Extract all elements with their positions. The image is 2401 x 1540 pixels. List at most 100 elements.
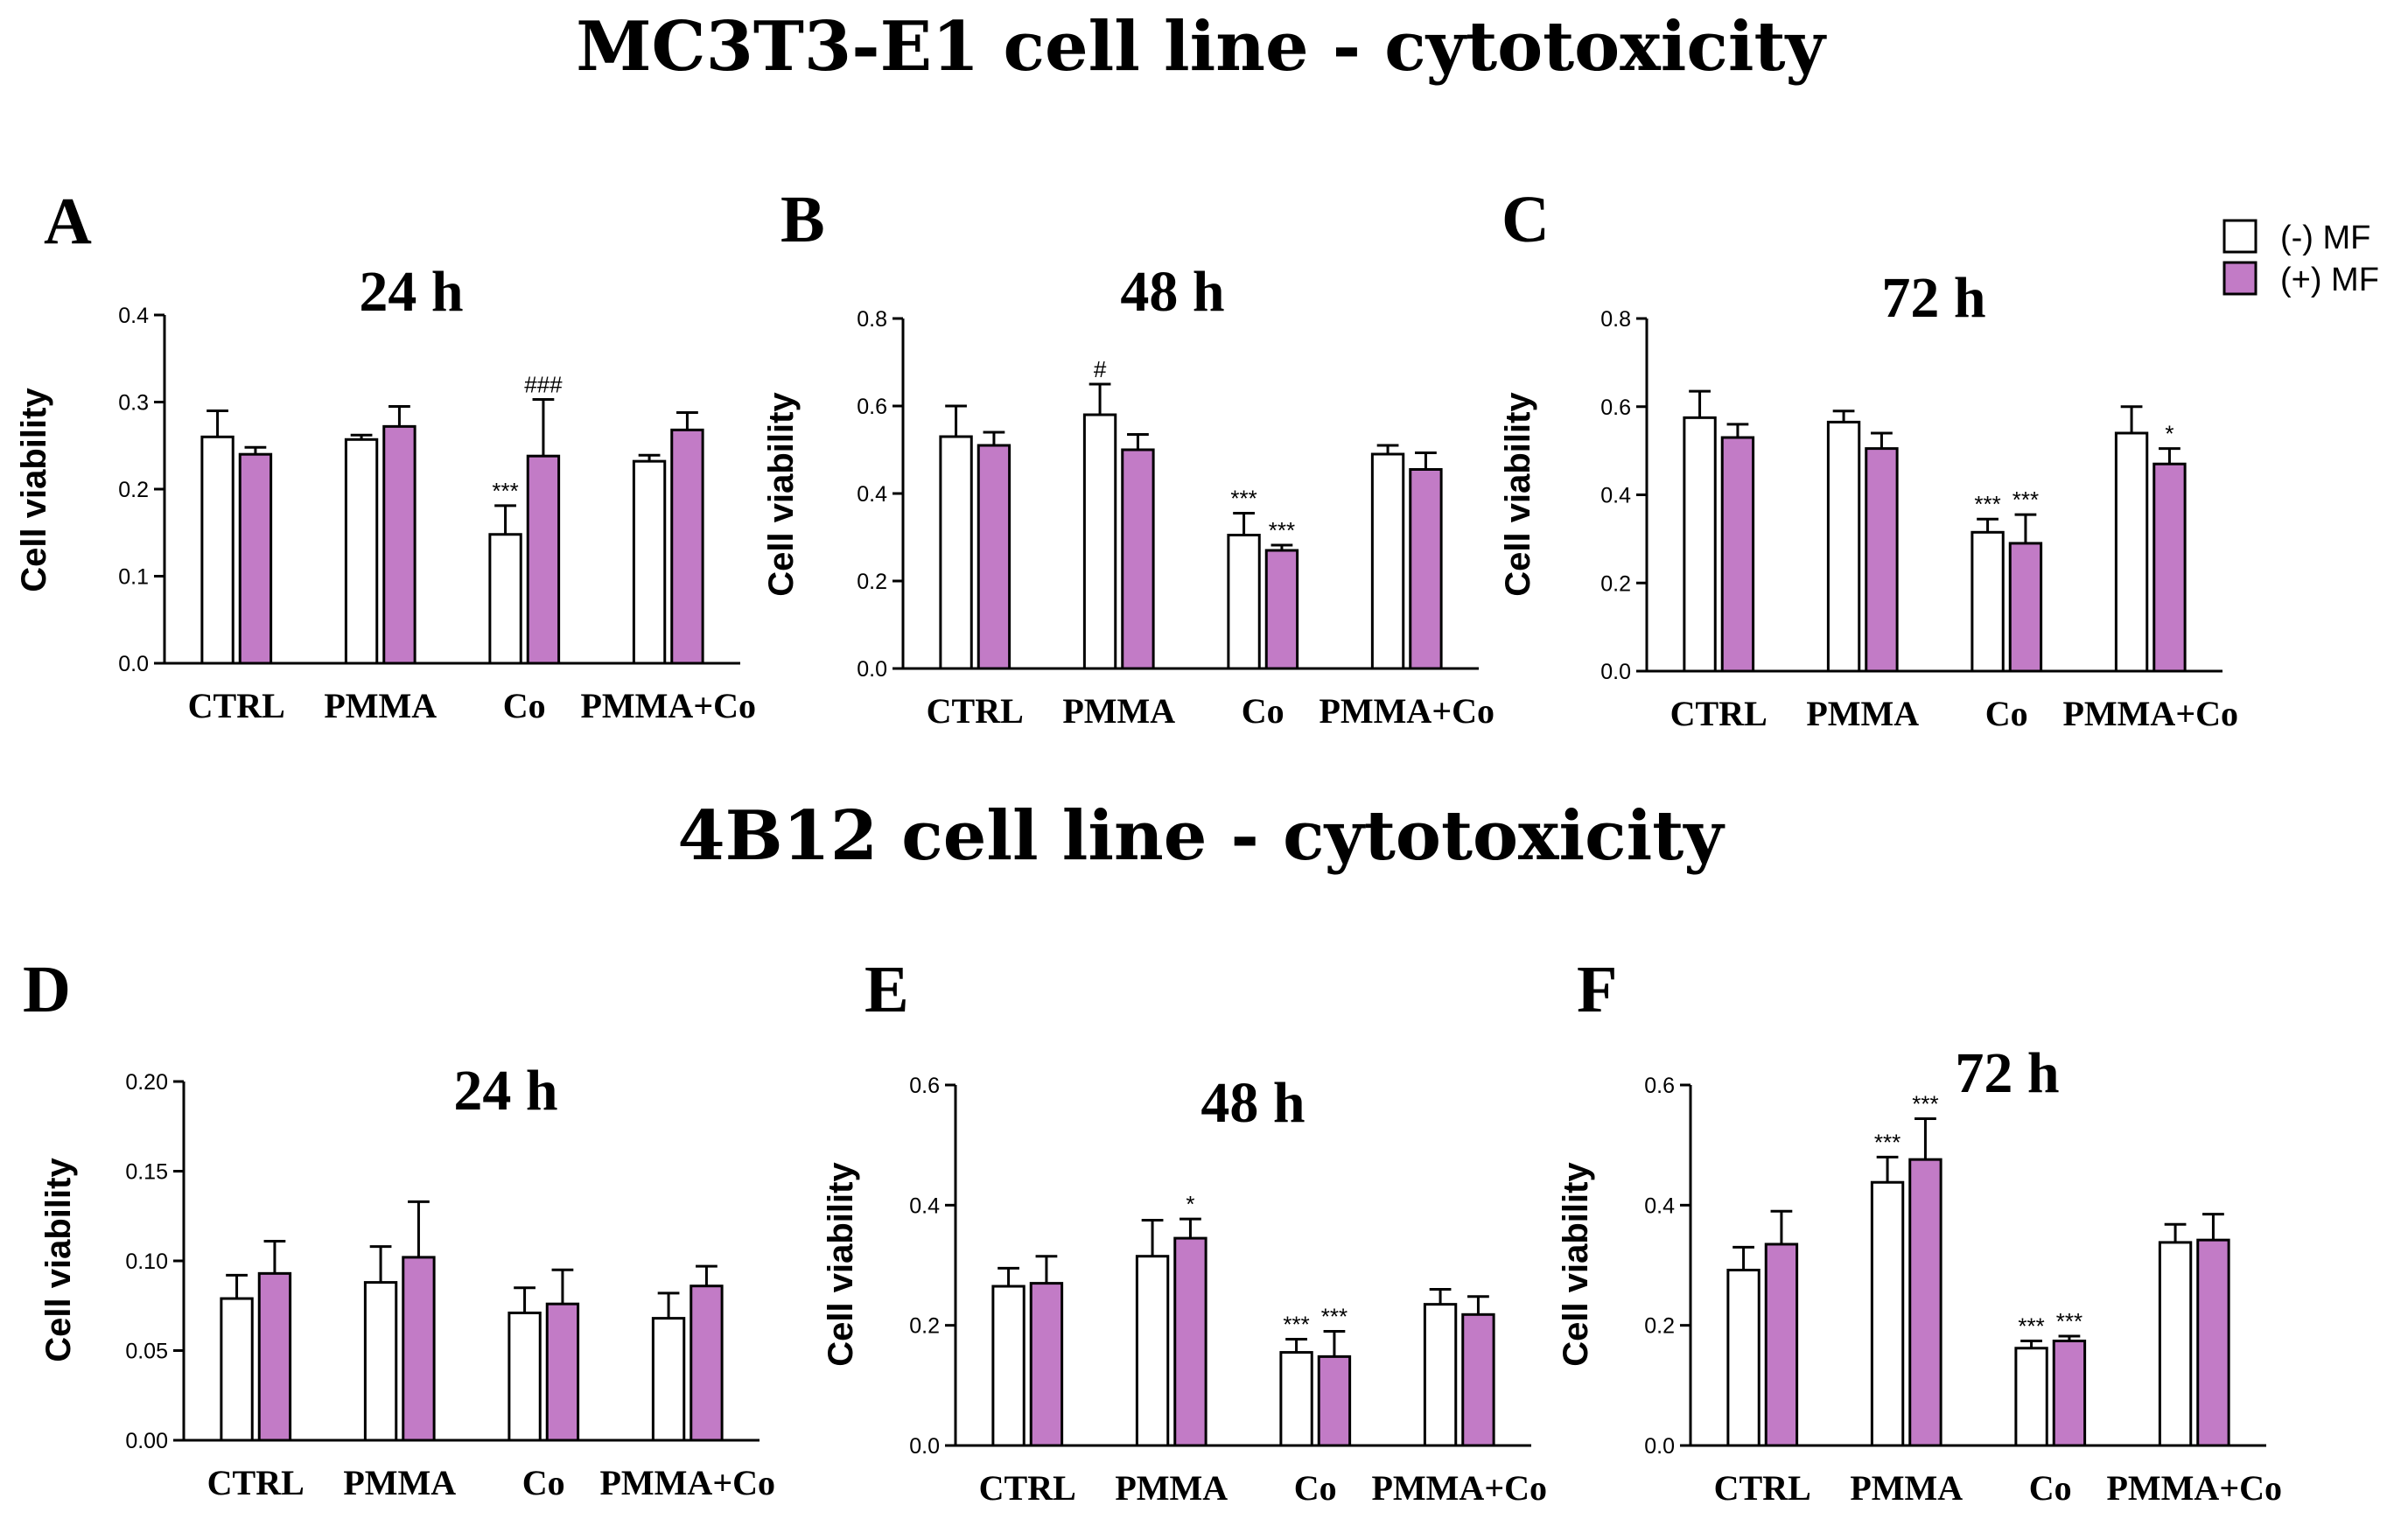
chart-panel-e: E 48 h Cell viability 0.0 0.2 0.4 0.6 CTRL * PMMA… (822, 953, 1547, 1508)
bar-e-plus-mf-1 (1173, 1236, 1208, 1447)
bar-d-minus-mf-2 (508, 1311, 542, 1442)
y-tick-label-d: 0.10 (125, 1250, 168, 1274)
bar-d-plus-mf-1 (402, 1256, 436, 1442)
y-axis-label-e: Cell viability (822, 1162, 860, 1367)
significance-b-plus-mf-2: *** (1269, 517, 1295, 543)
y-axis-label-d: Cell viability (39, 1158, 78, 1362)
bar-f-minus-mf-2 (2014, 1347, 2048, 1447)
significance-f-minus-mf-2: *** (2018, 1313, 2044, 1340)
y-axis-label-f: Cell viability (1557, 1162, 1595, 1367)
bar-a-minus-mf-0 (200, 435, 234, 665)
bar-f-minus-mf-0 (1726, 1268, 1760, 1447)
x-tick-label-a-1: PMMA (324, 686, 437, 725)
bar-b-plus-mf-2 (1264, 549, 1299, 670)
chart-panel-f: F 72 h Cell viability 0.0 0.2 0.4 0.6 CTRL *** **… (1557, 953, 2282, 1508)
legend-label-plus-mf: (+) MF (2280, 262, 2379, 298)
bar-a-plus-mf-2 (526, 454, 561, 665)
panel-letter-e: E (864, 953, 909, 1026)
legend-label-minus-mf: (-) MF (2280, 220, 2370, 256)
x-tick-label-c-0: CTRL (1670, 694, 1768, 733)
bar-b-plus-mf-1 (1121, 448, 1155, 670)
y-tick-label-f: 0.4 (1644, 1194, 1675, 1218)
y-tick-label-a: 0.1 (118, 565, 149, 590)
legend-swatch-minus-mf (2222, 219, 2258, 254)
y-tick-label-b: 0.2 (857, 570, 887, 594)
panel-title-c: 72 h (1881, 266, 1985, 330)
bar-b-plus-mf-3 (1409, 468, 1443, 670)
panel-letter-b: B (780, 183, 825, 256)
bar-c-minus-mf-2 (1970, 530, 2005, 673)
x-tick-label-f-2: Co (2029, 1468, 2072, 1508)
x-tick-label-a-0: CTRL (188, 686, 285, 725)
y-tick-label-e: 0.0 (909, 1434, 940, 1459)
y-tick-label-e: 0.4 (909, 1194, 940, 1218)
bar-f-plus-mf-1 (1908, 1158, 1942, 1447)
chart-panel-c: C 72 h Cell viability 0.0 0.2 0.4 0.6 0.8 CTRL PM… (1499, 183, 2238, 733)
x-tick-label-f-0: CTRL (1714, 1468, 1811, 1508)
bar-f-plus-mf-0 (1764, 1242, 1799, 1447)
y-tick-label-c: 0.6 (1600, 396, 1631, 420)
x-tick-label-e-1: PMMA (1115, 1468, 1228, 1508)
y-tick-label-c: 0.4 (1600, 484, 1631, 508)
y-tick-label-e: 0.6 (909, 1074, 940, 1098)
significance-a-plus-mf-2: ### (524, 372, 563, 398)
x-tick-label-a-2: Co (503, 686, 546, 725)
panel-letter-a: A (44, 185, 92, 258)
bar-f-minus-mf-1 (1870, 1180, 1905, 1447)
significance-f-minus-mf-1: *** (1874, 1129, 1900, 1155)
significance-e-minus-mf-2: *** (1283, 1311, 1309, 1337)
x-tick-label-d-1: PMMA (343, 1463, 456, 1502)
y-axis-label-c: Cell viability (1499, 392, 1537, 597)
x-tick-label-b-3: PMMA+Co (1319, 691, 1494, 731)
bar-d-minus-mf-1 (363, 1281, 398, 1442)
bar-f-minus-mf-3 (2158, 1241, 2193, 1447)
significance-b-minus-mf-2: *** (1230, 486, 1256, 512)
bar-a-plus-mf-3 (670, 428, 704, 665)
x-tick-label-c-2: Co (1985, 694, 2028, 733)
significance-a-minus-mf-2: *** (492, 478, 518, 504)
x-tick-label-b-0: CTRL (927, 691, 1024, 731)
y-tick-label-f: 0.6 (1644, 1074, 1675, 1098)
bar-e-plus-mf-0 (1029, 1282, 1064, 1447)
chart-panel-b: B 48 h Cell viability 0.0 0.2 0.4 0.6 0.8 CTRL # P… (762, 183, 1494, 731)
x-tick-label-d-0: CTRL (207, 1463, 304, 1502)
panels: A 24 h Cell viability 0.0 0.1 0.2 0.3 0.4 CTRL PM… (15, 183, 2282, 1508)
bar-e-minus-mf-1 (1135, 1255, 1170, 1447)
y-tick-label-b: 0.8 (857, 307, 887, 332)
bar-e-minus-mf-2 (1279, 1351, 1313, 1447)
x-tick-label-e-3: PMMA+Co (1371, 1468, 1547, 1508)
bar-c-minus-mf-3 (2114, 431, 2149, 673)
significance-e-plus-mf-1: * (1186, 1191, 1194, 1217)
bar-e-plus-mf-3 (1461, 1312, 1495, 1447)
bar-f-plus-mf-3 (2196, 1238, 2230, 1447)
legend-swatch-plus-mf (2222, 261, 2258, 296)
panel-letter-c: C (1502, 183, 1550, 256)
bar-a-minus-mf-2 (488, 533, 522, 665)
panel-letter-d: D (23, 953, 71, 1026)
bar-c-plus-mf-3 (2152, 462, 2187, 673)
x-tick-label-d-3: PMMA+Co (599, 1463, 775, 1502)
y-tick-label-f: 0.0 (1644, 1434, 1675, 1459)
bar-f-plus-mf-2 (2052, 1340, 2087, 1447)
y-tick-label-e: 0.2 (909, 1314, 940, 1339)
x-tick-label-a-3: PMMA+Co (580, 686, 756, 725)
y-tick-label-b: 0.6 (857, 395, 887, 419)
bar-d-minus-mf-0 (220, 1297, 254, 1442)
y-tick-label-d: 0.15 (125, 1160, 168, 1185)
section-title-bottom: 4B12 cell line - cytotoxicity (677, 796, 1726, 876)
bar-a-minus-mf-3 (632, 459, 667, 665)
bar-a-plus-mf-0 (238, 452, 273, 665)
y-tick-label-a: 0.3 (118, 391, 149, 416)
significance-b-minus-mf-1: # (1094, 356, 1107, 382)
bar-c-plus-mf-1 (1865, 447, 1899, 673)
x-tick-label-b-2: Co (1242, 691, 1284, 731)
bar-b-minus-mf-3 (1370, 452, 1405, 670)
bar-c-minus-mf-0 (1683, 416, 1717, 673)
chart-panel-a: A 24 h Cell viability 0.0 0.1 0.2 0.3 0.4 CTRL PM… (15, 185, 756, 725)
x-tick-label-c-3: PMMA+Co (2062, 694, 2238, 733)
bar-b-minus-mf-0 (939, 435, 973, 670)
bar-b-minus-mf-2 (1227, 534, 1261, 670)
panel-title-f: 72 h (1955, 1041, 2059, 1105)
bar-c-plus-mf-0 (1720, 436, 1755, 673)
